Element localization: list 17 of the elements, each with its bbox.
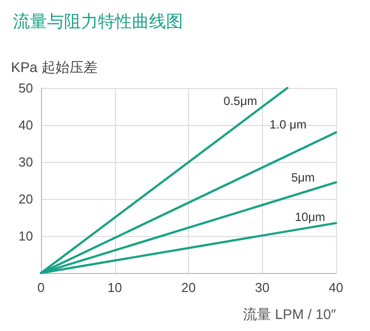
- x-axis-title: 流量 LPM / 10″: [243, 306, 336, 322]
- y-tick-label: 20: [18, 192, 33, 206]
- series-label: 0.5μm: [224, 94, 258, 108]
- x-tick-label: 20: [181, 280, 196, 295]
- series-label: 10μm: [294, 210, 326, 224]
- series-label: 1.0 μm: [270, 117, 306, 132]
- x-tick-label: 30: [255, 280, 270, 295]
- y-tick-label: 50: [18, 80, 33, 96]
- x-tick-label: 40: [328, 280, 344, 295]
- x-tick-label: 0: [37, 280, 45, 295]
- chart-title: 流量与阻力特性曲线图: [13, 12, 183, 31]
- y-axis-title: KPa 起始压差: [11, 59, 98, 75]
- series-label: 5μm: [291, 170, 315, 184]
- y-tick-label: 40: [18, 118, 33, 132]
- x-tick-label: 10: [108, 280, 122, 295]
- y-tick-label: 10: [18, 228, 33, 244]
- y-tick-label: 30: [18, 154, 33, 170]
